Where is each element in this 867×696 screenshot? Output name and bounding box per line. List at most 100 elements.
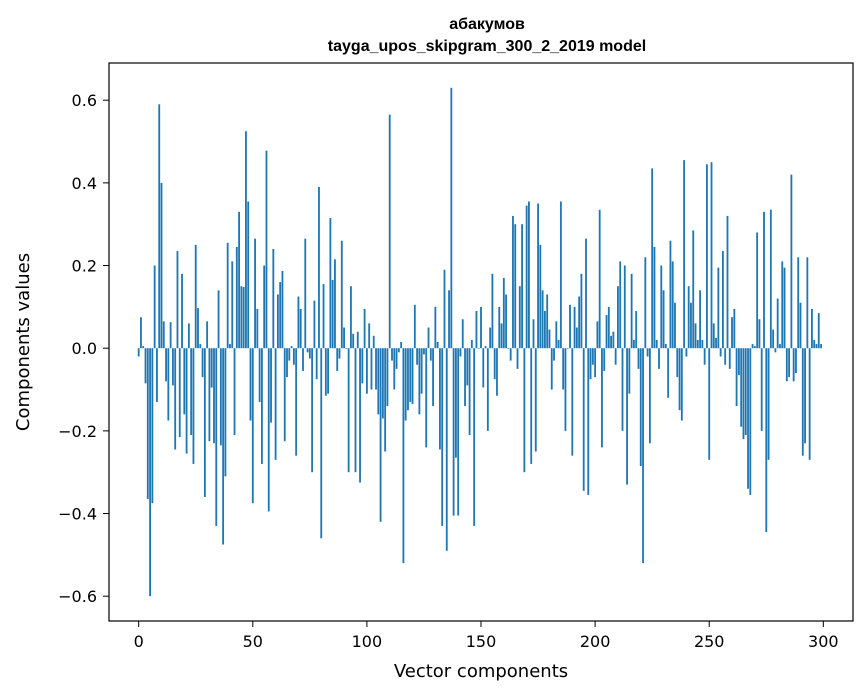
x-axis-label: Vector components (394, 661, 568, 682)
bar (779, 344, 781, 349)
bar (763, 211, 765, 349)
bar (776, 298, 779, 349)
bar (151, 348, 154, 504)
bar (427, 327, 430, 349)
bar (361, 348, 364, 384)
bar (146, 348, 149, 500)
bar (395, 348, 398, 369)
bar (653, 246, 656, 349)
bar (400, 342, 403, 349)
bar (450, 87, 453, 349)
bar (617, 286, 619, 349)
bar (434, 306, 437, 349)
bar (756, 232, 759, 349)
bar (669, 240, 672, 349)
bar (178, 348, 181, 438)
bar (648, 348, 651, 444)
bar (601, 348, 603, 448)
bar (420, 348, 423, 394)
bar (820, 344, 822, 349)
bar (386, 348, 389, 407)
bar (489, 327, 492, 349)
x-axis-ticks: 0 50 100 150 200 250 300 (134, 621, 839, 651)
bar (521, 224, 523, 349)
bar (384, 348, 387, 452)
bar (817, 313, 820, 349)
bar (345, 348, 348, 349)
bar (181, 273, 183, 349)
bar (315, 348, 318, 380)
bar (696, 339, 699, 349)
bar (799, 302, 802, 349)
bar (459, 348, 462, 357)
y-tick-label: 0.2 (72, 257, 97, 276)
bar (329, 218, 332, 349)
bar (808, 348, 811, 460)
bar (340, 240, 343, 349)
bar (664, 344, 667, 349)
bar (231, 261, 234, 349)
y-axis-ticks: −0.6 −0.4 −0.2 0.0 0.2 0.4 0.6 (58, 91, 109, 606)
chart-title: абакумов (449, 16, 525, 33)
bar (267, 348, 270, 512)
bar (507, 348, 510, 349)
bar (774, 348, 777, 353)
bar (302, 348, 304, 371)
y-tick-label: 0.0 (72, 339, 97, 358)
y-axis-label: Components values (13, 253, 34, 431)
bar (308, 348, 311, 359)
bar (502, 277, 505, 349)
bar (235, 246, 238, 349)
bar (722, 251, 724, 349)
bar (336, 348, 339, 371)
bar (500, 323, 503, 349)
bar (313, 300, 316, 349)
bar (242, 287, 245, 349)
bar (171, 348, 174, 386)
bar (539, 244, 542, 349)
bar (676, 348, 679, 378)
bar (523, 348, 526, 473)
bar (589, 348, 592, 380)
bar (292, 348, 295, 365)
bar (153, 265, 156, 349)
bar (726, 215, 729, 349)
bar (322, 284, 325, 349)
bar (429, 348, 432, 361)
x-tick-label: 50 (243, 632, 263, 651)
bar (201, 348, 204, 378)
bar (671, 261, 674, 349)
bar (144, 348, 147, 384)
bar (518, 286, 521, 349)
bar (607, 306, 610, 349)
bar (742, 348, 745, 440)
bar (265, 150, 268, 349)
bar (286, 348, 288, 378)
bar (758, 319, 761, 349)
bar (633, 339, 635, 349)
bar (416, 348, 419, 365)
bar (548, 329, 551, 349)
bar (258, 348, 261, 402)
bar (162, 321, 165, 349)
bar (717, 267, 720, 349)
bar (801, 348, 804, 456)
bar (662, 290, 665, 349)
bar (719, 348, 722, 357)
bar (404, 348, 407, 421)
bar (194, 244, 197, 349)
bar (393, 348, 396, 390)
bar (582, 348, 585, 491)
bar (646, 348, 649, 357)
bar (747, 348, 749, 489)
bar (464, 348, 466, 407)
bar (187, 323, 190, 349)
bar (334, 259, 336, 349)
bar (224, 348, 227, 477)
bar (350, 286, 352, 349)
bar (407, 348, 409, 411)
bar (251, 348, 254, 504)
bar (660, 265, 663, 349)
bar (573, 306, 576, 349)
bar (381, 348, 384, 419)
